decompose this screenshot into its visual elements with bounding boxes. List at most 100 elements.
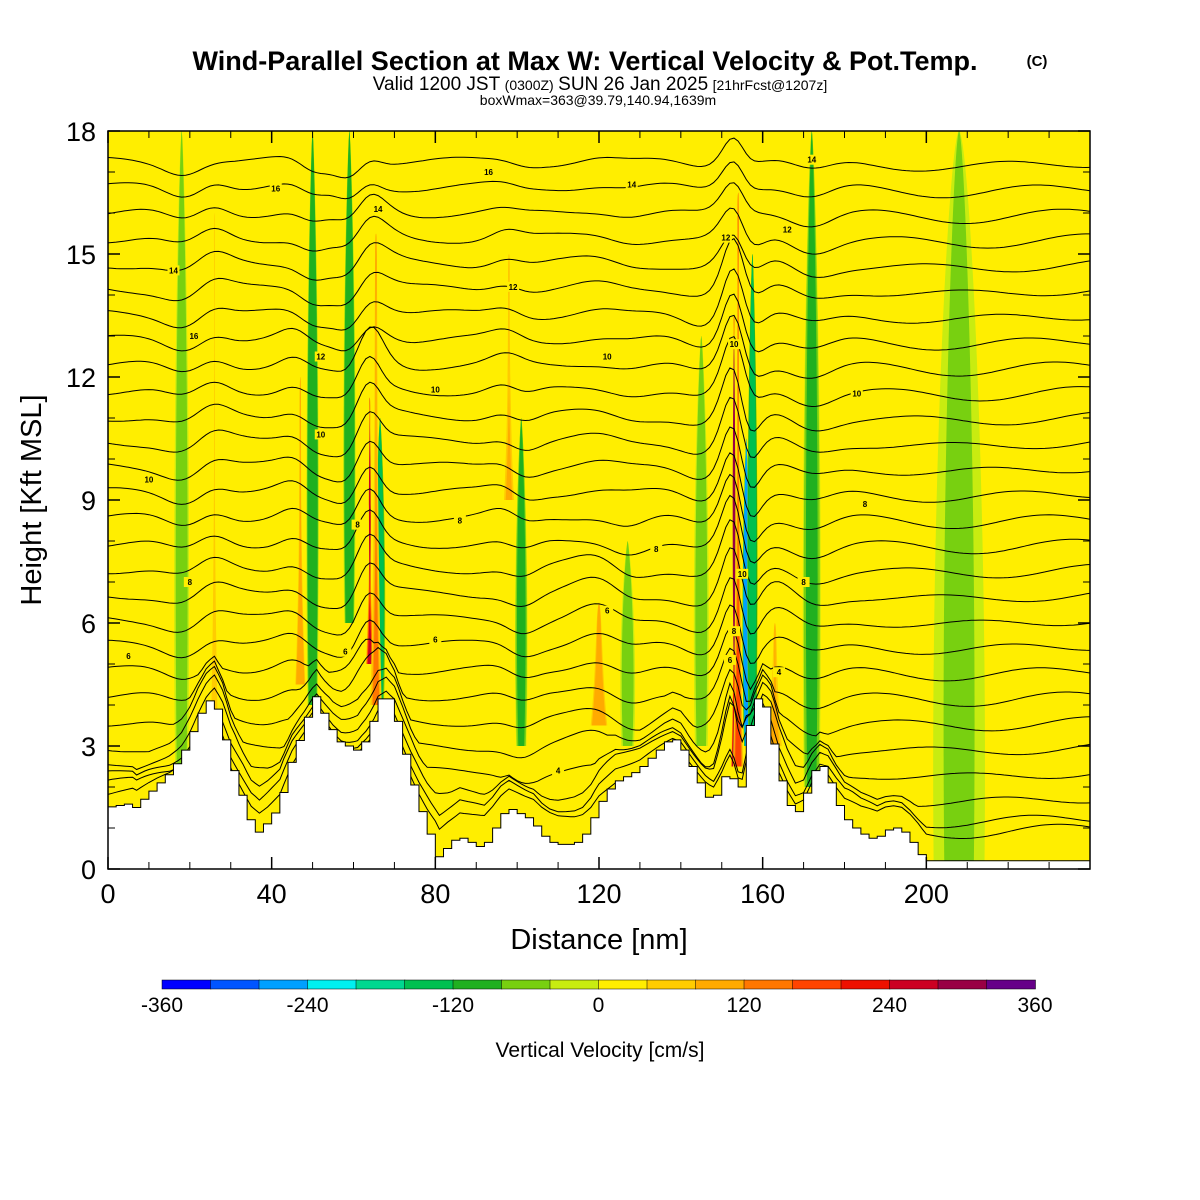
colorbar-swatch xyxy=(792,979,842,990)
colorbar-tick-label: 360 xyxy=(1017,994,1052,1017)
colorbar-swatch xyxy=(889,979,939,990)
theta-contour xyxy=(108,335,1090,408)
contour-label-bg xyxy=(167,265,180,276)
contour-label: 12 xyxy=(507,281,520,292)
contour-label-text: 6 xyxy=(343,648,348,657)
y-axis-label: Height [Kft MSL] xyxy=(16,394,48,605)
x-tick-label: 200 xyxy=(904,879,949,909)
contour-label-text: 14 xyxy=(627,180,636,189)
contour-label-bg xyxy=(429,384,442,395)
contour-label: 12 xyxy=(781,224,794,235)
contour-label-text: 12 xyxy=(316,353,325,362)
contour-label: 10 xyxy=(728,339,741,350)
theta-contour xyxy=(108,234,1090,281)
x-axis: 0 40 80 120 160 200 xyxy=(100,131,1091,909)
contour-label: 10 xyxy=(736,568,749,579)
contour-label-text: 10 xyxy=(738,570,747,579)
contour-label-text: 12 xyxy=(783,225,792,234)
contour-label: 6 xyxy=(429,634,442,645)
theta-contour xyxy=(108,674,1090,759)
contour-label-bg xyxy=(797,577,810,587)
colorbar-tick-label: 120 xyxy=(726,994,761,1017)
contour-label-text: 14 xyxy=(807,156,816,165)
theta-contour xyxy=(108,268,1090,331)
contour-label-bg xyxy=(183,577,196,587)
contour-label-text: 8 xyxy=(732,627,737,636)
theta-contour xyxy=(108,646,1090,710)
contour-labels: 6 8 10 16 14 16 10 12 8 6 14 6 10 8 4 12 16 6 10 14 8 6 8 10 10 1… xyxy=(122,154,871,776)
contour-label: 8 xyxy=(650,544,663,555)
contour-label: 4 xyxy=(773,667,786,678)
contour-label-bg xyxy=(601,605,614,616)
contour-label-text: 6 xyxy=(126,652,131,661)
contour-label-text: 8 xyxy=(458,517,463,526)
colorbar-swatch xyxy=(695,979,745,990)
contour-label-text: 8 xyxy=(188,578,193,587)
contour-label: 8 xyxy=(797,577,810,587)
contour-label-bg xyxy=(339,646,352,657)
contour-label-text: 4 xyxy=(777,668,782,677)
contour-label: 10 xyxy=(429,384,442,395)
theta-contour xyxy=(108,665,1090,737)
colorbar-swatch xyxy=(937,979,988,990)
contour-label: 8 xyxy=(453,515,466,526)
contour-label: 16 xyxy=(482,167,495,177)
contour-label: 8 xyxy=(183,577,196,587)
contour-label: 6 xyxy=(339,646,352,657)
downdraft-band xyxy=(176,131,187,787)
contour-label: 6 xyxy=(723,654,736,665)
contour-label-bg xyxy=(351,519,364,530)
vertical-velocity-field xyxy=(108,131,1090,869)
x-tick-label: 120 xyxy=(576,879,621,909)
x-axis-label: Distance [nm] xyxy=(510,924,687,956)
colorbar-tick-label: -240 xyxy=(286,994,328,1017)
y-axis: 0 3 6 9 12 15 18 xyxy=(66,117,1090,885)
contour-label-text: 16 xyxy=(484,168,493,177)
y-tick-label: 0 xyxy=(81,855,96,885)
box-info: boxWmax=363@39.79,140.94,1639m xyxy=(480,92,716,108)
theta-contour xyxy=(108,207,1090,255)
contour-label-bg xyxy=(269,183,282,194)
colorbar-tick-label: -360 xyxy=(141,994,183,1017)
contour-label-text: 12 xyxy=(509,283,518,292)
chart-subtitle: Valid 1200 JST (0300Z) SUN 26 Jan 2025 [… xyxy=(373,74,827,95)
y-tick-label: 18 xyxy=(66,117,96,147)
contour-label-bg xyxy=(142,474,155,485)
contour-label-text: 6 xyxy=(728,656,733,665)
colorbar-swatch xyxy=(307,979,357,990)
x-tick-label: 40 xyxy=(257,879,287,909)
contour-label-bg xyxy=(719,232,732,243)
colorbar-tick-label: 240 xyxy=(872,994,907,1017)
colorbar-swatch xyxy=(743,979,794,990)
contour-label-text: 8 xyxy=(654,545,659,554)
contour-label-text: 6 xyxy=(605,607,610,616)
potential-temperature-contours xyxy=(108,137,1090,839)
colorbar-tick-label: 0 xyxy=(593,994,605,1017)
contour-label: 4 xyxy=(552,765,565,776)
contour-label: 12 xyxy=(314,351,327,362)
colorbar-swatch xyxy=(549,979,600,990)
theta-contour xyxy=(108,494,1090,564)
colorbar-swatch xyxy=(355,979,406,990)
contour-label-text: 10 xyxy=(431,385,440,394)
colorbar-label: Vertical Velocity [cm/s] xyxy=(496,1039,705,1062)
updraft-band xyxy=(593,602,605,726)
contour-label: 14 xyxy=(805,154,818,165)
colorbar-swatch xyxy=(986,979,1036,990)
downdraft-band xyxy=(748,254,757,746)
contour-label-bg xyxy=(507,281,520,292)
colorbar-swatch xyxy=(452,979,503,990)
theta-contour xyxy=(108,519,1090,585)
field-background xyxy=(108,131,1090,869)
downdraft-band xyxy=(696,336,707,746)
contour-label: 12 xyxy=(719,232,732,243)
contour-label-bg xyxy=(773,667,786,678)
colorbar-tick-label: -120 xyxy=(432,994,474,1017)
chart-title: Wind-Parallel Section at Max W: Vertical… xyxy=(193,46,978,76)
contour-label: 8 xyxy=(858,499,871,510)
updraft-band xyxy=(770,623,780,746)
contour-label: 10 xyxy=(850,388,863,399)
theta-contour xyxy=(108,723,1090,839)
updraft-band xyxy=(505,254,513,500)
